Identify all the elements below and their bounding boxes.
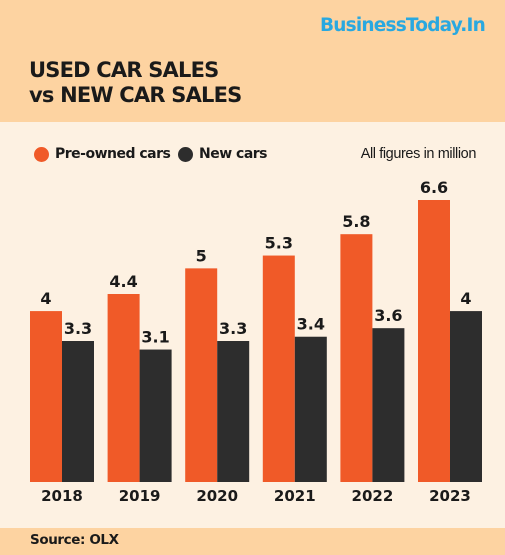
bar-new-2021 bbox=[294, 336, 327, 482]
x-tick-2021: 2021 bbox=[274, 487, 316, 505]
legend-label-new: New cars bbox=[199, 146, 268, 162]
bar-pre-owned-2021 bbox=[262, 255, 295, 482]
legend-label-pre-owned: Pre-owned cars bbox=[55, 146, 171, 162]
label-new-2021: 3.4 bbox=[297, 315, 325, 334]
legend-item-new: New cars bbox=[178, 146, 268, 162]
label-pre-owned-2023: 6.6 bbox=[420, 178, 448, 197]
chart-title: USED CAR SALES vs NEW CAR SALES bbox=[29, 58, 242, 108]
bar-pre-owned-2018 bbox=[30, 311, 62, 482]
label-new-2020: 3.3 bbox=[219, 319, 247, 338]
x-tick-2020: 2020 bbox=[196, 487, 238, 505]
bar-new-2023 bbox=[450, 311, 482, 482]
label-new-2022: 3.6 bbox=[374, 306, 402, 325]
legend-dot-new bbox=[178, 146, 193, 162]
legend-item-pre-owned: Pre-owned cars bbox=[34, 146, 171, 162]
label-pre-owned-2021: 5.3 bbox=[265, 234, 293, 253]
source-band bbox=[0, 528, 505, 555]
x-tick-2022: 2022 bbox=[352, 487, 394, 505]
bar-pre-owned-2023 bbox=[418, 200, 450, 482]
x-tick-2019: 2019 bbox=[119, 487, 161, 505]
x-tick-2018: 2018 bbox=[41, 487, 83, 505]
label-pre-owned-2019: 4.4 bbox=[109, 272, 137, 291]
label-pre-owned-2022: 5.8 bbox=[342, 212, 370, 231]
label-new-2019: 3.1 bbox=[141, 328, 169, 347]
label-new-2023: 4 bbox=[460, 289, 471, 308]
bar-pre-owned-2022 bbox=[340, 234, 373, 482]
bar-pre-owned-2020 bbox=[185, 268, 218, 482]
bar-new-2019 bbox=[139, 349, 172, 482]
source-text: Source: OLX bbox=[30, 532, 119, 548]
bar-chart: 4 3.3 2018 4.4 3.1 2019 5 3.3 2020 5.3 3.4 2021 5.8 3… bbox=[30, 178, 482, 505]
title-line-1: USED CAR SALES bbox=[29, 58, 219, 82]
legend-dot-pre-owned bbox=[34, 146, 49, 162]
bar-new-2018 bbox=[62, 341, 94, 482]
title-line-2: vs NEW CAR SALES bbox=[29, 83, 242, 107]
label-pre-owned-2018: 4 bbox=[40, 289, 51, 308]
header-band bbox=[0, 0, 505, 122]
label-new-2018: 3.3 bbox=[64, 319, 92, 338]
bar-new-2020 bbox=[217, 341, 250, 482]
bar-new-2022 bbox=[372, 328, 405, 482]
units-note: All figures in million bbox=[360, 146, 477, 162]
bar-pre-owned-2019 bbox=[107, 294, 140, 482]
x-tick-2023: 2023 bbox=[429, 487, 471, 505]
label-pre-owned-2020: 5 bbox=[196, 246, 207, 265]
brand-logo: BusinessToday.In bbox=[319, 15, 486, 36]
